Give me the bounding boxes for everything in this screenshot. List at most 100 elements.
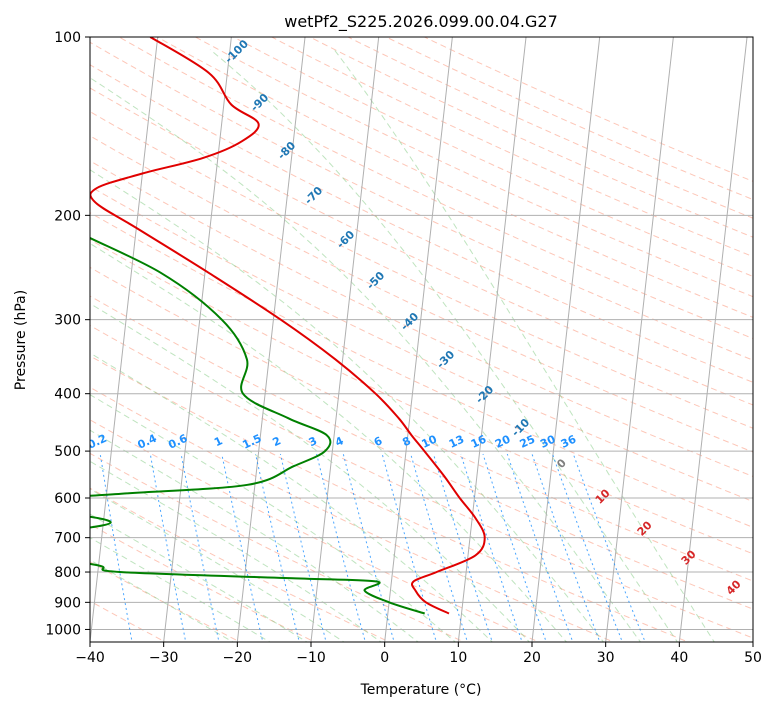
- moist-adiabat: [90, 352, 494, 642]
- mixing-ratio-label: 36: [559, 432, 579, 450]
- dry-adiabat: [270, 37, 753, 258]
- isotherm-line: [531, 37, 601, 642]
- isotherm-line: [384, 37, 453, 642]
- x-tick-label: 0: [380, 650, 389, 666]
- dry-adiabat: [90, 111, 753, 429]
- dry-adiabat: [90, 135, 753, 453]
- isotherm-label: -40: [398, 310, 421, 333]
- isotherm-label: -20: [473, 383, 496, 406]
- mixing-ratio-label: 0.2: [86, 432, 109, 452]
- profile-lines: [90, 37, 486, 615]
- dry-adiabat: [90, 212, 753, 528]
- y-axis-label: Pressure (hPa): [13, 290, 29, 390]
- mixing-ratio-label: 20: [493, 432, 513, 450]
- mixing-ratio-line: [180, 453, 220, 642]
- isotherm-line: [457, 37, 527, 642]
- dry-adiabat: [90, 239, 753, 555]
- moist-adiabat: [90, 242, 568, 642]
- isotherm-line: [163, 37, 232, 642]
- moist-adiabat: [90, 513, 308, 642]
- moist-adiabat: [90, 429, 419, 642]
- mixing-ratio-label: 6: [372, 434, 385, 449]
- isotherm-line: [605, 37, 674, 642]
- dry-adiabat: [118, 37, 753, 340]
- mixing-ratio-line: [482, 453, 547, 642]
- mixing-ratio-line: [552, 453, 623, 642]
- mixing-ratio-line: [460, 453, 523, 642]
- mixing-ratio-label: 8: [400, 434, 412, 449]
- dry-adiabat: [90, 160, 753, 477]
- dry-adiabat: [90, 487, 391, 642]
- isotherm-label: -30: [434, 348, 457, 371]
- mixing-ratio-label: 0.6: [166, 432, 189, 452]
- mixing-ratio-line: [99, 453, 133, 642]
- mixing-ratio-line: [506, 453, 574, 642]
- dry-adiabat: [90, 64, 753, 383]
- isotherm-label: 40: [724, 577, 744, 597]
- isotherm-label: -70: [302, 184, 325, 207]
- mixing-ratio-line: [53, 454, 82, 644]
- mixing-ratio-label: 2: [271, 434, 283, 449]
- background-lines: [0, 24, 753, 645]
- y-tick-label: 300: [54, 313, 81, 329]
- y-tick-label: 500: [54, 444, 81, 460]
- moist-adiabat: [90, 394, 456, 642]
- mixing-ratio-line: [433, 453, 493, 642]
- dry-adiabat: [232, 37, 753, 277]
- dry-adiabat: [308, 37, 753, 238]
- x-tick-label: −40: [75, 650, 105, 666]
- plot-frame: [89, 36, 754, 643]
- isotherm-label: 0: [554, 456, 569, 471]
- x-axis: −40 −30 −20 −10 0 10 20 30 40 50: [75, 642, 762, 666]
- isotherm-label: -100: [222, 37, 251, 66]
- mixing-ratio-line: [316, 453, 366, 642]
- x-tick-label: 30: [597, 650, 615, 666]
- mixing-ratio-line: [149, 453, 187, 642]
- mixing-ratio-label: 3: [307, 434, 319, 449]
- mixing-ratio-line: [381, 453, 437, 642]
- y-axis: 100 200 300 400 500 600 700 800 900 1000: [45, 30, 90, 638]
- x-tick-label: −30: [149, 650, 179, 666]
- isotherm-line: [90, 37, 159, 642]
- mixing-ratio-label: 0.4: [136, 432, 159, 452]
- isotherm-label: -50: [364, 269, 387, 292]
- dry-adiabat: [90, 324, 753, 639]
- moist-adiabat: [333, 49, 715, 642]
- isotherm-label: -60: [334, 228, 357, 251]
- dry-adiabat: [194, 37, 753, 298]
- y-tick-label: 700: [54, 531, 81, 547]
- chart-title: wetPf2_S225.2026.099.00.04.G27: [284, 12, 558, 32]
- mixing-ratio-labels: 0.1 0.2 0.4 0.6 1 1.5 2 3 4 6 8 10 13 16 20 25 30 36: [86, 432, 579, 452]
- x-axis-label: Temperature (°C): [360, 682, 482, 698]
- x-tick-label: 20: [523, 650, 541, 666]
- mixing-ratio-label: 4: [333, 434, 346, 449]
- x-tick-label: −20: [223, 650, 253, 666]
- dry-adiabat: [90, 523, 316, 642]
- isotherm-line: [752, 637, 753, 642]
- temperature-profile: [90, 37, 486, 615]
- isotherm-line: [236, 37, 306, 642]
- mixing-ratio-line: [531, 453, 601, 642]
- y-tick-label: 800: [54, 565, 81, 581]
- x-tick-label: −10: [296, 650, 326, 666]
- isotherm-label: 10: [593, 486, 613, 506]
- isotherm-label: -90: [248, 91, 271, 114]
- mixing-ratio-label: 16: [469, 432, 489, 450]
- mixing-ratio-label: 1: [212, 434, 224, 449]
- x-tick-label: 10: [449, 650, 467, 666]
- isotherm-line: [678, 37, 748, 642]
- dry-adiabat: [156, 37, 753, 318]
- y-tick-label: 100: [54, 30, 81, 46]
- dry-adiabat: [90, 386, 615, 642]
- isotherm-line: [0, 24, 12, 645]
- mixing-ratio-label: 30: [538, 432, 558, 450]
- moist-adiabat: [90, 537, 271, 642]
- dry-adiabat: [90, 87, 753, 406]
- moist-adiabat: [90, 559, 234, 642]
- x-tick-label: 50: [744, 650, 762, 666]
- dry-adiabat: [90, 355, 690, 642]
- y-tick-label: 600: [54, 491, 81, 507]
- y-tick-label: 400: [54, 387, 81, 403]
